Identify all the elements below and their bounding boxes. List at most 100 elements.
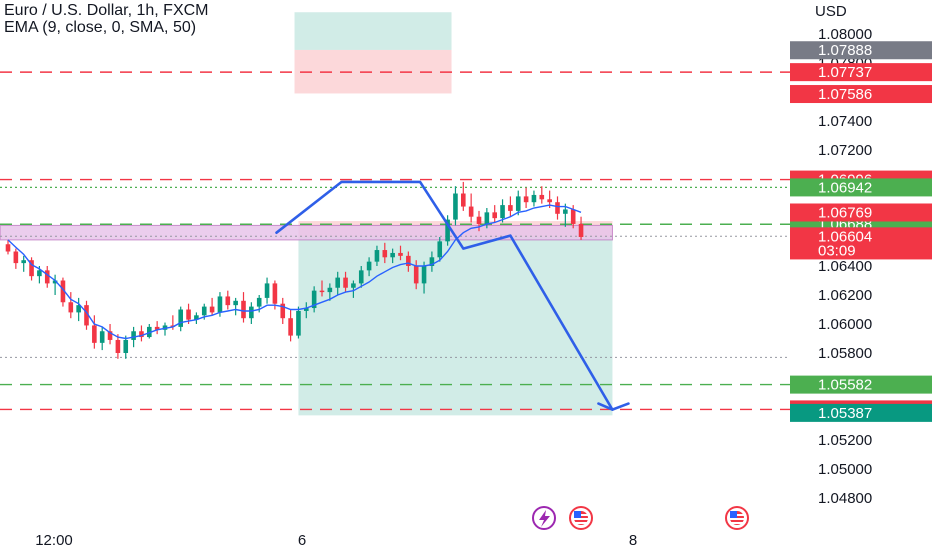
candle-body	[256, 297, 262, 307]
level-badge-0-text: 1.07737	[818, 64, 872, 81]
candle	[311, 286, 317, 313]
candle	[68, 292, 74, 319]
candle-body	[21, 260, 26, 264]
candle	[209, 297, 215, 316]
candle	[413, 260, 419, 290]
candle-body	[5, 244, 11, 252]
level-badge-0: 1.07737	[790, 63, 932, 81]
candle-body	[492, 212, 497, 219]
y-tick-label: 1.07200	[818, 142, 872, 159]
candle	[476, 210, 482, 232]
candle-body	[68, 302, 74, 313]
indicator-legend: EMA (9, close, 0, SMA, 50)	[4, 19, 196, 36]
level-badge-2-text: 1.06942	[818, 179, 872, 196]
candle-body	[335, 277, 340, 288]
price-badge-2: 1.06769	[790, 203, 932, 222]
candle-body	[52, 280, 58, 284]
price-badge-0-bg	[790, 41, 932, 60]
candle-body	[374, 250, 380, 262]
candle-body	[555, 202, 560, 214]
candle-body	[115, 339, 121, 353]
flash-event-icon[interactable]	[532, 506, 556, 530]
y-tick-label: 1.06400	[818, 258, 872, 275]
candle-body	[578, 223, 584, 237]
us-flag-event-icon-2[interactable]	[725, 506, 749, 530]
candle	[358, 266, 364, 288]
candle-body	[319, 290, 325, 293]
candle	[508, 196, 513, 217]
candle	[382, 242, 388, 264]
candle-body	[351, 283, 356, 288]
candle-body	[523, 196, 529, 203]
candle	[264, 277, 270, 304]
candle-body	[123, 339, 129, 353]
candle	[453, 186, 458, 226]
candle	[468, 193, 474, 223]
candle	[21, 255, 26, 272]
candle	[29, 257, 34, 281]
price-badge-0-text: 1.07888	[818, 42, 872, 59]
candle	[13, 248, 19, 269]
candle-body	[429, 257, 435, 266]
y-tick-label: 1.06200	[818, 287, 872, 304]
price-badge-3-countdown: 03:09	[818, 242, 856, 259]
candle-body	[311, 290, 317, 309]
candle	[115, 334, 121, 359]
y-tick-label: 1.04800	[818, 490, 872, 507]
price-badge-3-text: 1.06604	[818, 228, 872, 245]
candle-body	[539, 194, 545, 200]
candle-body	[99, 331, 105, 343]
candle	[445, 215, 450, 246]
candle-body	[508, 205, 513, 211]
candle-body	[139, 331, 144, 338]
projection-path	[275, 180, 614, 411]
candle	[351, 280, 356, 298]
candle	[555, 196, 560, 220]
candle-body	[453, 193, 458, 220]
candle-body	[570, 209, 576, 224]
candle	[531, 190, 537, 207]
candle-body	[217, 296, 223, 313]
candle-body	[249, 306, 254, 319]
y-tick-label: 1.08000	[818, 26, 872, 43]
candle-body	[500, 205, 505, 219]
candle-body	[390, 252, 395, 258]
zone-target-0	[294, 12, 452, 50]
zone-resistance-4	[0, 224, 613, 241]
candle	[461, 181, 466, 211]
candle-body	[154, 326, 160, 330]
candle	[374, 245, 380, 266]
candle-body	[531, 194, 537, 203]
chart-title: Euro / U.S. Dollar, 1h, FXCM	[4, 2, 209, 19]
candle	[5, 239, 11, 255]
y-tick-label: 1.07400	[818, 113, 872, 130]
candle-body	[296, 310, 301, 336]
candle	[107, 324, 113, 345]
price-badge-3-bg	[790, 227, 932, 260]
candle-body	[272, 283, 278, 304]
candle	[335, 271, 340, 295]
candle	[44, 266, 50, 288]
candle	[296, 306, 301, 339]
candle-body	[37, 270, 42, 277]
candle-body	[468, 206, 474, 217]
candle	[390, 248, 395, 264]
candle-body	[382, 250, 388, 258]
us-flag-event-icon[interactable]	[569, 506, 593, 530]
x-tick-label: 12:00	[35, 532, 73, 549]
candle	[147, 324, 152, 339]
candle-body	[194, 315, 199, 320]
candle-body	[280, 303, 286, 319]
candle-body	[201, 306, 207, 316]
candle-body	[241, 300, 246, 319]
candle-body	[44, 270, 50, 284]
candle	[139, 325, 144, 342]
zone-target-3	[298, 237, 613, 416]
price-badge-4-bg	[790, 403, 932, 422]
candle	[563, 203, 568, 227]
candle-body	[515, 196, 521, 211]
candle-body	[131, 331, 136, 340]
